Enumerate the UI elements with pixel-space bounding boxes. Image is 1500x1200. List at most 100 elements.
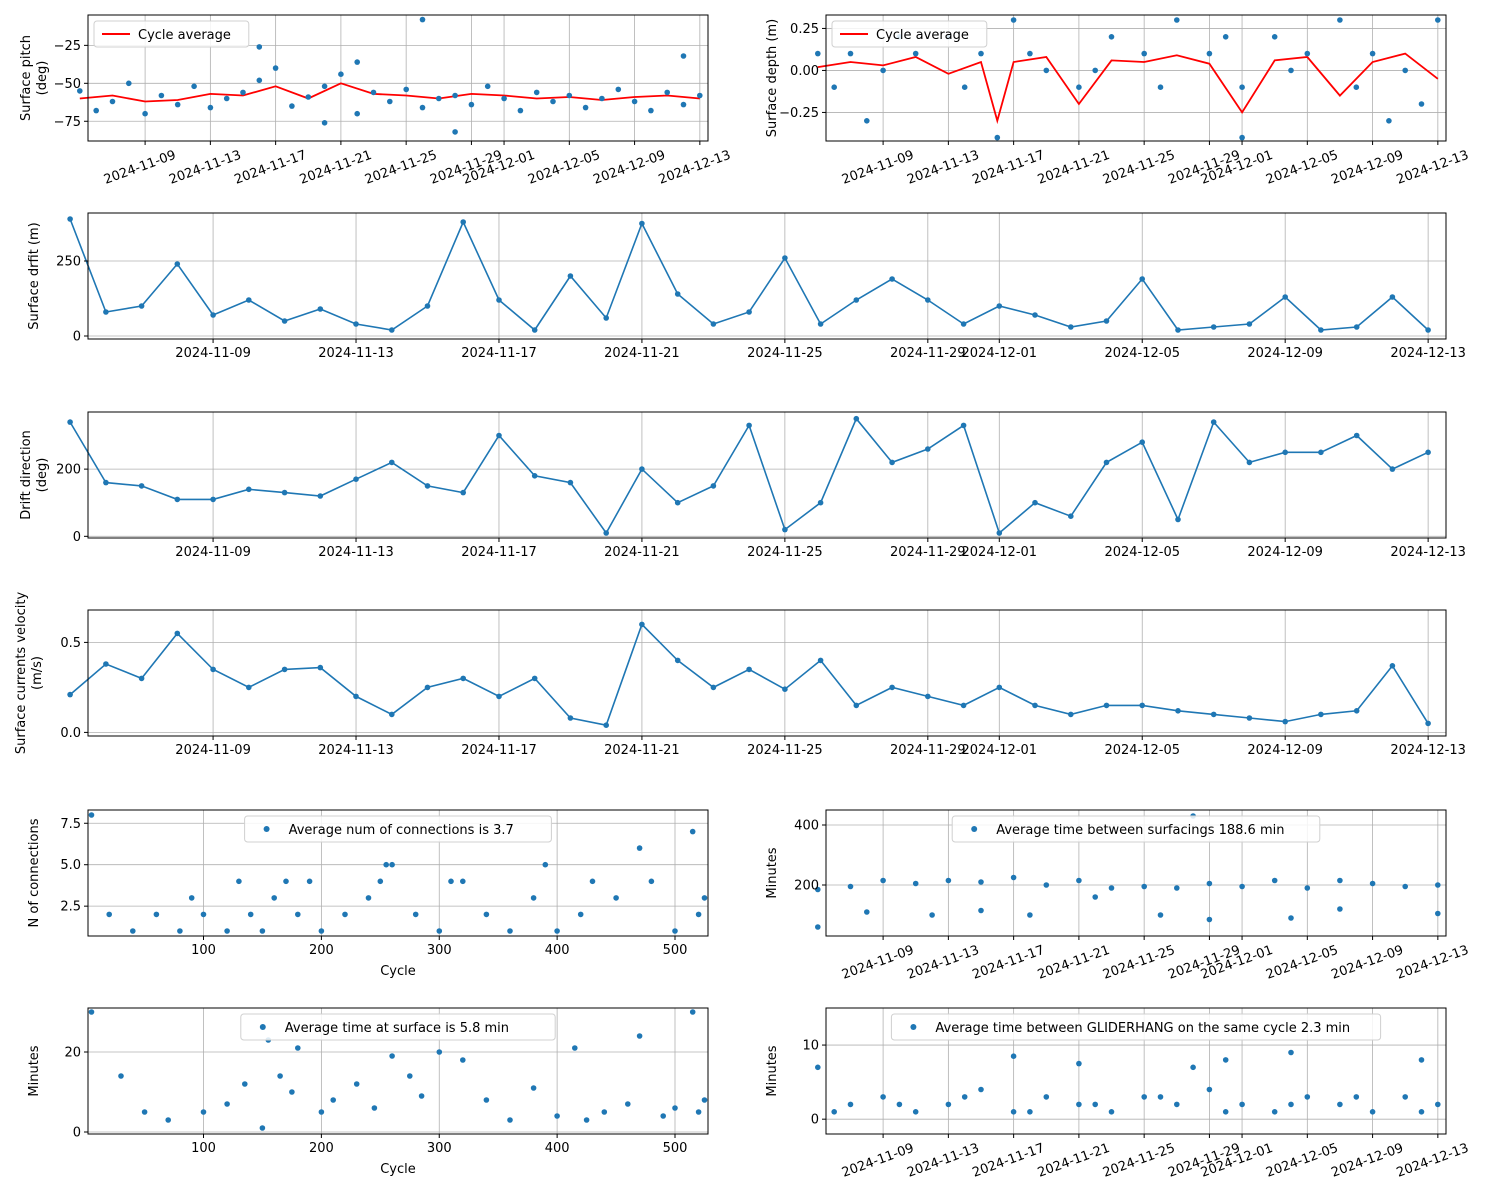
- data-point: [582, 104, 589, 111]
- data-point: [1175, 708, 1181, 714]
- data-point: [496, 693, 502, 700]
- data-point: [1353, 84, 1360, 90]
- data-point: [412, 911, 419, 918]
- data-point: [889, 276, 895, 282]
- data-point: [880, 877, 886, 884]
- data-point: [256, 77, 263, 84]
- data-point: [259, 1125, 266, 1131]
- data-point: [277, 1073, 283, 1079]
- data-point: [1210, 711, 1217, 718]
- legend-marker-swatch: [259, 1024, 266, 1030]
- data-point: [419, 16, 426, 23]
- data-point: [207, 104, 214, 111]
- data-point: [664, 89, 670, 96]
- x-axis-label: Cycle: [380, 964, 416, 979]
- data-point: [507, 928, 513, 934]
- data-point: [603, 315, 609, 321]
- y-axis-label: (deg): [35, 61, 50, 96]
- legend-label: Average time between surfacings 188.6 mi…: [996, 823, 1284, 838]
- data-point: [321, 83, 328, 90]
- y-axis-label: Drift direction: [19, 430, 34, 520]
- data-point: [864, 118, 870, 124]
- x-tick-label: 2024-12-13: [1390, 545, 1466, 560]
- y-tick-label: 2.5: [60, 900, 81, 915]
- panel-connections: 2.5 5.0 7.5 100 200 300 400 500 N of connections…: [27, 809, 709, 979]
- data-point: [853, 415, 860, 422]
- data-point: [550, 98, 556, 105]
- data-point: [142, 110, 148, 117]
- x-tick-label: 2024-11-29: [890, 743, 966, 758]
- data-point: [660, 1113, 666, 1119]
- data-point: [697, 92, 703, 99]
- axes-frame: [87, 609, 1447, 737]
- legend-label: Average time between GLIDERHANG on the s…: [935, 1021, 1350, 1036]
- legend-box: [240, 1013, 556, 1041]
- data-point: [501, 95, 507, 102]
- data-point: [483, 1097, 490, 1103]
- panel-depth: −0.250.000.252024-11-092024-11-132024-11…: [765, 14, 1471, 188]
- data-point: [389, 711, 395, 718]
- data-point: [483, 911, 490, 918]
- data-point: [281, 666, 288, 673]
- x-tick-label: 100: [191, 1141, 216, 1156]
- data-point: [674, 499, 681, 506]
- data-point: [1239, 883, 1245, 890]
- x-tick-label: 2024-11-13: [167, 148, 243, 188]
- data-point: [67, 216, 73, 222]
- data-point: [945, 877, 952, 884]
- y-axis-label: Minutes: [765, 1045, 780, 1096]
- data-point: [436, 1049, 443, 1055]
- data-point: [1337, 1101, 1343, 1108]
- data-point: [138, 303, 145, 309]
- data-point: [1239, 84, 1245, 90]
- data-point: [1239, 134, 1245, 141]
- x-tick-label: 2024-12-01: [962, 743, 1038, 758]
- data-point: [1304, 50, 1311, 57]
- data-point: [817, 321, 824, 327]
- data-point: [383, 861, 390, 868]
- y-axis-label: Surface depth (m): [765, 19, 780, 137]
- data-point: [295, 911, 301, 918]
- data-point: [1418, 1109, 1425, 1115]
- legend-box: [890, 1013, 1382, 1041]
- data-point: [318, 928, 325, 934]
- y-tick-label: 0: [73, 330, 81, 345]
- data-point: [1337, 17, 1343, 23]
- data-point: [210, 666, 216, 673]
- data-point: [389, 327, 395, 333]
- data-point: [1043, 67, 1050, 74]
- data-point: [1271, 34, 1278, 40]
- data-point: [1288, 1101, 1294, 1108]
- legend-marker-swatch: [263, 826, 270, 832]
- series-line: [69, 622, 1429, 727]
- data-point: [1103, 702, 1110, 709]
- x-tick-label: 2024-12-05: [1264, 943, 1340, 983]
- data-point: [200, 911, 207, 918]
- data-point: [925, 693, 931, 700]
- data-point: [1318, 327, 1324, 333]
- data-point: [77, 88, 83, 94]
- data-point: [1206, 880, 1213, 887]
- data-point: [318, 1109, 325, 1115]
- legend-box: [244, 815, 552, 843]
- data-point: [929, 912, 935, 918]
- data-point: [853, 702, 860, 709]
- data-point: [165, 1117, 171, 1123]
- data-point: [689, 1009, 696, 1015]
- data-point: [389, 459, 395, 466]
- data-point: [1425, 327, 1431, 333]
- axes-frame: [825, 1007, 1447, 1135]
- x-tick-label: 2024-12-05: [1104, 743, 1180, 758]
- legend-box: [831, 20, 988, 48]
- data-point: [496, 432, 502, 439]
- data-point: [1288, 1049, 1294, 1056]
- data-point: [530, 895, 537, 901]
- data-point: [1190, 1064, 1196, 1071]
- data-point: [1157, 912, 1164, 918]
- data-point: [1068, 711, 1074, 718]
- data-point: [531, 327, 538, 333]
- data-point: [436, 928, 443, 934]
- data-point: [1103, 318, 1110, 324]
- data-point: [1369, 880, 1376, 887]
- data-point: [109, 98, 116, 105]
